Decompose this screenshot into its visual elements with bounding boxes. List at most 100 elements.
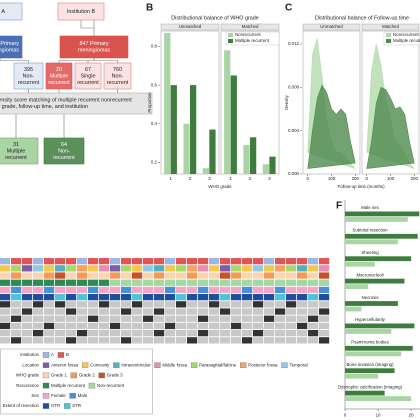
oncoprint-cell xyxy=(33,272,44,279)
oncoprint-cell xyxy=(88,322,99,330)
oncoprint-cell xyxy=(231,322,242,330)
oncoprint-cell xyxy=(132,265,143,272)
oncoprint-cell xyxy=(55,258,66,265)
oncoprint-cell xyxy=(66,265,77,272)
flow-text: meningiomas xyxy=(0,48,19,54)
oncoprint-cell xyxy=(22,308,33,315)
oncoprint-cell xyxy=(220,308,231,315)
bar xyxy=(262,164,270,174)
oncoprint-cell xyxy=(110,308,121,315)
oncoprint-cell xyxy=(88,265,99,272)
oncoprint-cell xyxy=(242,294,253,301)
oncoprint-cell xyxy=(44,258,55,265)
oncoprint-cell xyxy=(44,330,55,337)
oncoprint-cell xyxy=(286,279,297,286)
oncoprint-cell xyxy=(275,301,286,308)
legend-group-label: WHO grade xyxy=(16,373,40,378)
oncoprint-cell xyxy=(253,272,264,279)
oncoprint-cell xyxy=(253,315,264,322)
y-tick-label: 0.4 xyxy=(151,121,158,126)
oncoprint-cell xyxy=(110,265,121,272)
oncoprint-cell xyxy=(165,272,176,279)
flow-text: Institution A xyxy=(0,9,5,15)
oncoprint-cell xyxy=(253,337,264,344)
legend-label: A xyxy=(51,352,54,357)
oncoprint-cell xyxy=(33,279,44,286)
oncoprint-cell xyxy=(297,322,308,330)
oncoprint-cell xyxy=(44,272,55,279)
oncoprint-cell xyxy=(231,315,242,322)
oncoprint-cell xyxy=(154,301,165,308)
y-tick-label: 0.004 xyxy=(288,128,300,133)
oncoprint-cell xyxy=(165,294,176,301)
oncoprint-cell xyxy=(154,337,165,344)
oncoprint-cell xyxy=(110,301,121,308)
oncoprint-cell xyxy=(198,308,209,315)
oncoprint-cell xyxy=(22,265,33,272)
oncoprint-cell xyxy=(220,265,231,272)
oncoprint-cell xyxy=(22,330,33,337)
oncoprint-cell xyxy=(121,286,132,294)
oncoprint-cell xyxy=(198,286,209,294)
flow-box xyxy=(74,62,102,90)
oncoprint-cell xyxy=(22,294,33,301)
oncoprint-cell xyxy=(176,308,187,315)
oncoprint-cell xyxy=(22,337,33,344)
bar xyxy=(269,156,276,174)
oncoprint-cell xyxy=(308,308,319,315)
oncoprint-cell xyxy=(0,279,11,286)
oncoprint-cell xyxy=(33,322,44,330)
oncoprint-cell xyxy=(176,294,187,301)
oncoprint-cell xyxy=(143,315,154,322)
oncoprint-cell xyxy=(0,272,11,279)
category-label: Bone invasion (imaging) xyxy=(346,362,394,367)
legend-label: Nonrecurrent xyxy=(393,32,419,37)
oncoprint-cell xyxy=(110,330,121,337)
legend-group-label: Sex xyxy=(31,393,39,398)
flow-text: Non- xyxy=(23,73,35,79)
flow-text: Multiple xyxy=(50,73,69,79)
oncoprint-cell xyxy=(209,315,220,322)
oncoprint-cell xyxy=(286,265,297,272)
oncoprint-cell xyxy=(176,272,187,279)
oncoprint-cell xyxy=(154,330,165,337)
oncoprint-cell xyxy=(176,337,187,344)
oncoprint-cell xyxy=(176,286,187,294)
oncoprint-cell xyxy=(209,322,220,330)
oncoprint-cell xyxy=(44,286,55,294)
connector xyxy=(80,20,95,36)
oncoprint-cell xyxy=(11,322,22,330)
oncoprint-cell xyxy=(165,279,176,286)
oncoprint-cell xyxy=(297,265,308,272)
oncoprint-cell xyxy=(209,258,220,265)
oncoprint-cell xyxy=(297,272,308,279)
x-tick-label: 20 xyxy=(409,413,414,418)
oncoprint-cell xyxy=(99,294,110,301)
oncoprint-cell xyxy=(264,265,275,272)
density-area xyxy=(307,84,356,169)
oncoprint-cell xyxy=(187,286,198,294)
oncoprint-cell xyxy=(187,337,198,344)
oncoprint-cell xyxy=(132,272,143,279)
oncoprint-cell xyxy=(264,272,275,279)
bar xyxy=(345,233,418,239)
bar xyxy=(224,50,231,174)
oncoprint-cell xyxy=(319,294,330,301)
legend-label: Multiple recurrent xyxy=(51,383,86,388)
oncoprint-cell xyxy=(209,265,220,272)
oncoprint-cell xyxy=(33,315,44,322)
oncoprint-cell xyxy=(66,258,77,265)
bar xyxy=(250,137,257,174)
category-label: Dystrophic calcification (imaging) xyxy=(338,384,403,389)
oncoprint-cell xyxy=(0,286,11,294)
flow-text: meningiomas xyxy=(78,48,110,54)
category-label: Macronucleoli xyxy=(356,272,383,277)
bar xyxy=(345,368,395,374)
flow-text: Institution B xyxy=(67,9,96,15)
bar xyxy=(345,284,369,289)
bar xyxy=(230,75,237,174)
oncoprint-cell xyxy=(176,279,187,286)
category-label: Sheeting xyxy=(361,250,379,255)
oncoprint-cell xyxy=(143,301,154,308)
